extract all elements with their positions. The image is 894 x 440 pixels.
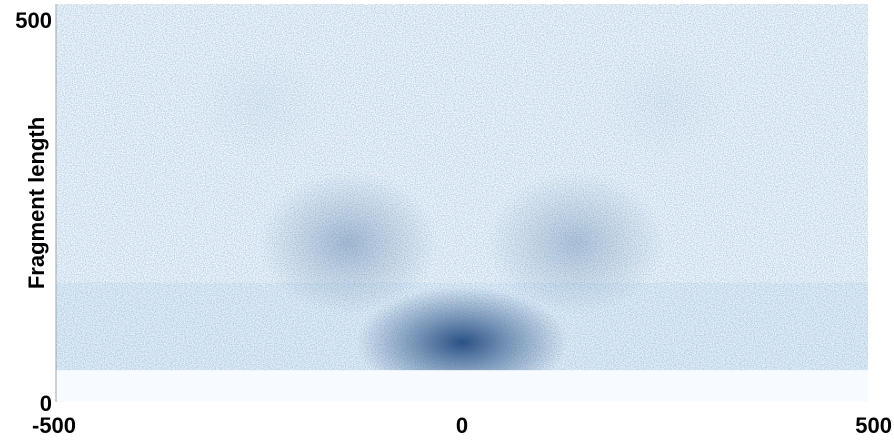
x-tick-label: 500 [855, 413, 892, 438]
x-tick-label: -500 [32, 413, 76, 438]
plot-area [55, 4, 868, 402]
x-tick-label: 0 [456, 413, 468, 438]
y-axis-label: Fragment length [24, 117, 49, 289]
noise-overlay [56, 4, 868, 402]
y-tick-label: 0 [40, 391, 52, 416]
below-min-length-region [56, 370, 868, 402]
y-tick-labels: 0 500 [15, 8, 52, 416]
x-tick-labels: -500 0 500 [32, 413, 892, 438]
y-tick-label: 500 [15, 8, 52, 33]
